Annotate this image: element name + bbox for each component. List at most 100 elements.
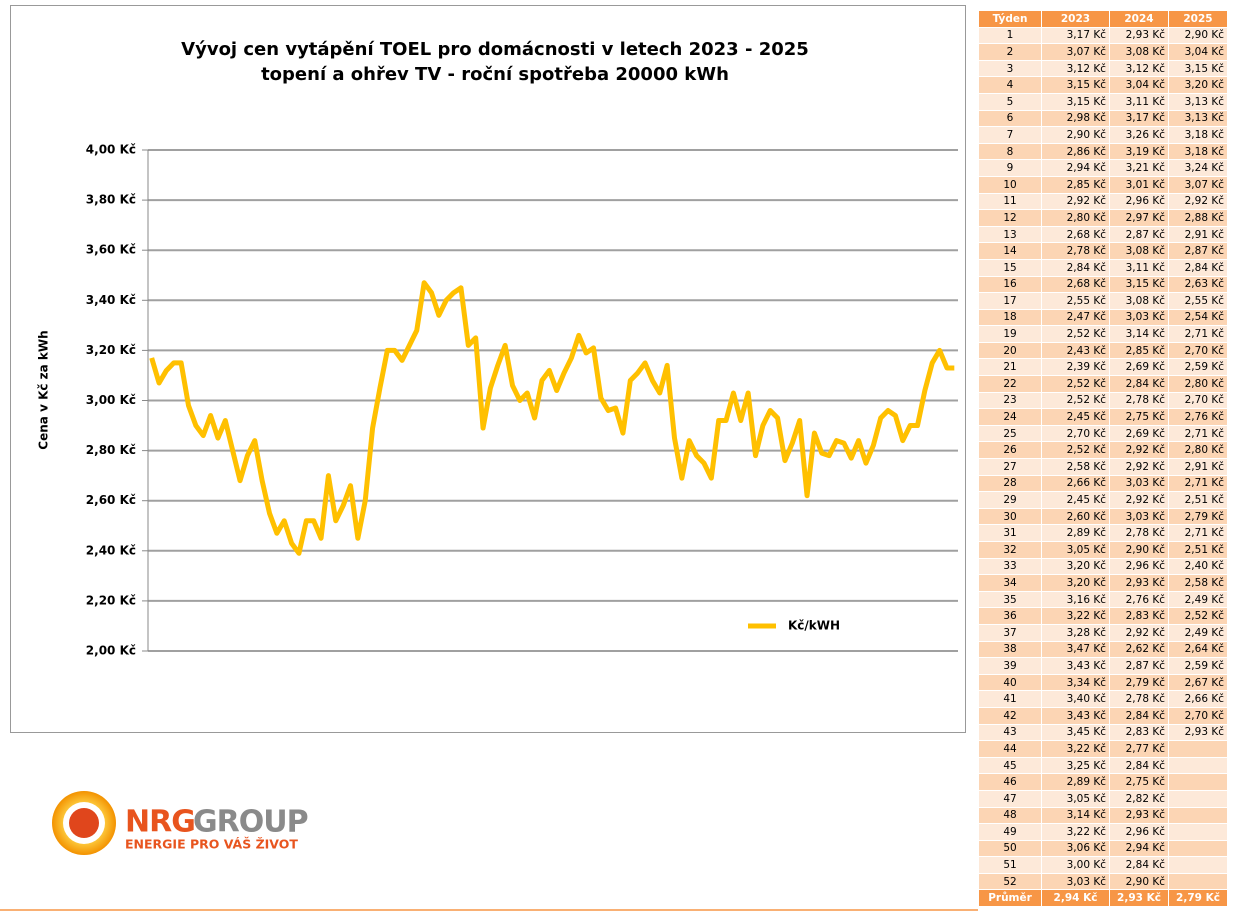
table-cell: 2,66 Kč: [1168, 690, 1228, 708]
table-row: 10 2,85 Kč 3,01 Kč 3,07 Kč: [978, 175, 1228, 194]
table-cell: 51: [978, 856, 1042, 874]
table-cell: 3,43 Kč: [1041, 706, 1110, 725]
table-cell: 2,79 Kč: [1168, 507, 1228, 526]
table-cell: 2,84 Kč: [1109, 706, 1169, 725]
table-cell: 2,84 Kč: [1109, 756, 1169, 775]
table-row: 12 2,80 Kč 2,97 Kč 2,88 Kč: [978, 209, 1228, 227]
table-cell: 3,13 Kč: [1168, 92, 1228, 111]
table-cell: [1168, 773, 1228, 791]
table-cell: 2,51 Kč: [1168, 541, 1228, 559]
logo-tagline: ENERGIE PRO VÁŠ ŽIVOT: [125, 837, 298, 852]
table-row: Týden 2023 2024 2025: [978, 10, 1228, 28]
table-cell: 2,77 Kč: [1109, 740, 1169, 758]
table-cell: 49: [978, 823, 1042, 841]
table-cell: 2,49 Kč: [1168, 623, 1228, 642]
table-cell: 2,54 Kč: [1168, 308, 1228, 327]
table-row: 38 3,47 Kč 2,62 Kč 2,64 Kč: [978, 640, 1228, 659]
table-cell: 28: [978, 474, 1042, 493]
table-row: 50 3,06 Kč 2,94 Kč: [978, 839, 1228, 858]
table-row: Průměr 2,94 Kč 2,93 Kč 2,79 Kč: [978, 889, 1228, 908]
table-cell: [1168, 756, 1228, 775]
table-row: 27 2,58 Kč 2,92 Kč 2,91 Kč: [978, 458, 1228, 476]
logo-dot: [69, 808, 99, 838]
table-cell: 2,87 Kč: [1168, 242, 1228, 260]
logo-brand: NRG: [125, 805, 195, 840]
table-cell: 2,70 Kč: [1168, 341, 1228, 360]
y-axis-label: Cena v Kč za kWh: [37, 330, 51, 449]
table-cell: [1168, 856, 1228, 874]
table-row: 28 2,66 Kč 3,03 Kč 2,71 Kč: [978, 474, 1228, 493]
table-row: 21 2,39 Kč 2,69 Kč 2,59 Kč: [978, 358, 1228, 377]
table-cell: 2,86 Kč: [1041, 142, 1110, 161]
price-table: Týden 2023 2024 2025 1 3,17 Kč 2,93 Kč 2,90 Kč 2…: [978, 10, 1228, 908]
table-cell: 3,07 Kč: [1168, 175, 1228, 194]
table-row: 47 3,05 Kč 2,82 Kč: [978, 789, 1228, 808]
data-line: [149, 280, 955, 556]
table-cell: 3,22 Kč: [1041, 740, 1110, 758]
table-cell: 3,03 Kč: [1109, 474, 1169, 493]
table-cell: 2,84 Kč: [1109, 856, 1169, 874]
table-cell: 2,80 Kč: [1041, 209, 1110, 227]
table-cell: 3,08 Kč: [1109, 43, 1169, 61]
table-cell: 2,83 Kč: [1109, 607, 1169, 625]
table-cell: 2,60 Kč: [1041, 507, 1110, 526]
table-cell: 2,64 Kč: [1168, 640, 1228, 659]
table-row: 4 3,15 Kč 3,04 Kč 3,20 Kč: [978, 76, 1228, 94]
table-row: 34 3,20 Kč 2,93 Kč 2,58 Kč: [978, 574, 1228, 592]
table-cell: 45: [978, 756, 1042, 775]
table-cell: 2,71 Kč: [1168, 424, 1228, 443]
table-cell: 2,78 Kč: [1109, 690, 1169, 708]
table-row: 30 2,60 Kč 3,03 Kč 2,79 Kč: [978, 507, 1228, 526]
table-cell: 3,08 Kč: [1109, 242, 1169, 260]
table-cell: 3,16 Kč: [1041, 590, 1110, 609]
chart-title: Vývoj cen vytápění TOEL pro domácnosti v…: [181, 39, 809, 60]
table-cell: 2,87 Kč: [1109, 657, 1169, 675]
table-cell: 15: [978, 258, 1042, 277]
table-cell: 2,39 Kč: [1041, 358, 1110, 377]
table-cell: 27: [978, 458, 1042, 476]
table-cell: 2: [978, 43, 1042, 61]
table-cell: 48: [978, 806, 1042, 825]
y-tick-label: 3,00 Kč: [86, 393, 136, 407]
table-cell: 26: [978, 441, 1042, 460]
table-cell: 2,84 Kč: [1168, 258, 1228, 277]
table-cell: 2,90 Kč: [1041, 126, 1110, 144]
table-row: 32 3,05 Kč 2,90 Kč 2,51 Kč: [978, 541, 1228, 559]
table-cell: 5: [978, 92, 1042, 111]
table-cell: 3,34 Kč: [1041, 673, 1110, 692]
table-cell: 2,84 Kč: [1041, 258, 1110, 277]
table-cell: 2,93 Kč: [1109, 889, 1169, 908]
table-row: 26 2,52 Kč 2,92 Kč 2,80 Kč: [978, 441, 1228, 460]
table-cell: 2,76 Kč: [1109, 590, 1169, 609]
table-cell: [1168, 740, 1228, 758]
table-cell: 2,55 Kč: [1041, 292, 1110, 310]
table-cell: 2,92 Kč: [1109, 458, 1169, 476]
table-row: 20 2,43 Kč 2,85 Kč 2,70 Kč: [978, 341, 1228, 360]
table-cell: Průměr: [978, 889, 1042, 908]
table-cell: 2,40 Kč: [1168, 557, 1228, 576]
table-row: 51 3,00 Kč 2,84 Kč: [978, 856, 1228, 874]
table-cell: 3,26 Kč: [1109, 126, 1169, 144]
y-tick-label: 2,40 Kč: [86, 543, 136, 557]
logo: NRG GROUP ENERGIE PRO VÁŠ ŽIVOT: [52, 791, 309, 855]
table-cell: 2,68 Kč: [1041, 225, 1110, 244]
table-cell: 2,59 Kč: [1168, 358, 1228, 377]
table-row: 5 3,15 Kč 3,11 Kč 3,13 Kč: [978, 92, 1228, 111]
table-cell: 30: [978, 507, 1042, 526]
table-cell: 2,92 Kč: [1109, 623, 1169, 642]
table-cell: 3,08 Kč: [1109, 292, 1169, 310]
table-cell: 23: [978, 391, 1042, 410]
table-cell: 2,90 Kč: [1109, 872, 1169, 891]
table-cell: 2,96 Kč: [1109, 557, 1169, 576]
table-cell: 20: [978, 341, 1042, 360]
table-row: 36 3,22 Kč 2,83 Kč 2,52 Kč: [978, 607, 1228, 625]
table-cell: 2,88 Kč: [1168, 209, 1228, 227]
table-cell: 2,92 Kč: [1109, 491, 1169, 509]
table-cell: 3,05 Kč: [1041, 541, 1110, 559]
table-row: 16 2,68 Kč 3,15 Kč 2,63 Kč: [978, 275, 1228, 294]
table-cell: 52: [978, 872, 1042, 891]
table-cell: 3,06 Kč: [1041, 839, 1110, 858]
table-cell: 35: [978, 590, 1042, 609]
